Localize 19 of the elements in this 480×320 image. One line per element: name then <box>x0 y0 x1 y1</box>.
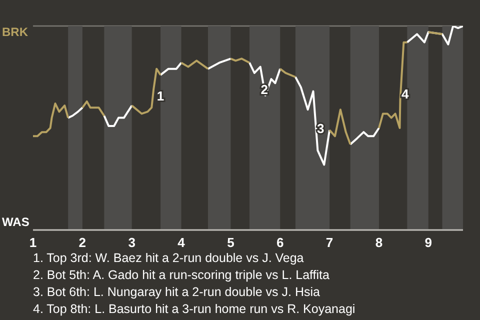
annotation: 3 <box>317 121 324 136</box>
x-tick-label: 4 <box>178 235 186 250</box>
text: WAS <box>2 215 30 229</box>
annotation: 1 <box>156 88 164 104</box>
x-tick-label: 8 <box>375 235 383 250</box>
text: 4. Top 8th: L. Basurto hit a 3-run home run vs R. Koyanagi <box>33 301 356 318</box>
annotation: 4 <box>402 86 410 102</box>
text: 2. Bot 5th: A. Gado hit a run-scoring triple vs L. Laffita <box>33 267 330 284</box>
x-tick-label: 5 <box>227 235 234 250</box>
x-tick-label: 2 <box>78 235 86 250</box>
text: BRK <box>2 25 28 39</box>
annotation: 2 <box>260 82 268 98</box>
x-tick-label: 9 <box>424 235 432 250</box>
text: 1. Top 3rd: W. Baez hit a 2-run double vs J. Vega <box>33 250 305 267</box>
x-tick-label: 7 <box>326 235 334 250</box>
x-tick-label: 6 <box>276 235 284 250</box>
text: 3. Bot 6th: L. Nungaray hit a 2-run double vs J. Hsia <box>33 284 321 301</box>
x-tick-label: 1 <box>29 235 37 250</box>
x-tick-label: 3 <box>128 235 136 250</box>
